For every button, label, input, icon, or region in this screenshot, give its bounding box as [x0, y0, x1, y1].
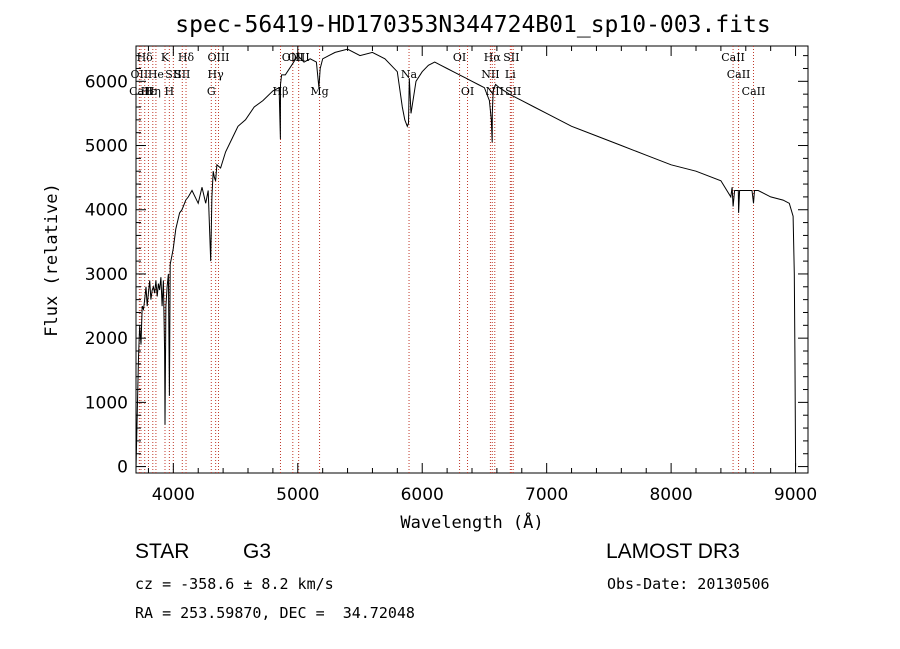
line-marker-label: CaII [727, 68, 751, 81]
redshift-info: cz = -358.6 ± 8.2 km/s [135, 575, 334, 593]
line-marker-label: Mg [310, 85, 328, 98]
y-tick-label: 1000 [85, 393, 128, 413]
x-tick-label: 8000 [649, 485, 692, 505]
line-marker-label: SII [165, 68, 181, 81]
line-marker-label: Hη [145, 85, 161, 98]
line-marker-label: Na [401, 68, 418, 81]
x-tick-label: 6000 [401, 485, 444, 505]
line-marker-label: SII [174, 68, 190, 81]
line-marker-label: OIII [207, 51, 229, 64]
y-axis-label: Flux (relative) [42, 183, 62, 337]
y-tick-label: 6000 [85, 72, 128, 92]
line-marker-label: NII [481, 68, 499, 81]
survey-name: LAMOST DR3 [606, 540, 740, 563]
x-axis-ticks: 4000 5000 6000 7000 8000 9000 [147, 46, 817, 505]
line-marker-label: SII [505, 85, 521, 98]
line-marker-label: CaII [742, 85, 766, 98]
line-marker-label: OII [131, 68, 149, 81]
observation-date: Obs-Date: 20130506 [607, 575, 770, 593]
coordinates: RA = 253.59870, DEC = 34.72048 [135, 604, 415, 622]
x-tick-label: 4000 [152, 485, 195, 505]
line-marker-label: OI [453, 51, 466, 64]
object-class: STAR [135, 540, 190, 563]
line-marker-label: Hγ [208, 68, 225, 81]
spectral-subclass: G3 [243, 540, 272, 563]
line-marker-label: He [148, 68, 164, 81]
chart-title: spec-56419-HD170353N344724B01_sp10-003.f… [175, 12, 770, 38]
line-marker-label: OIII [282, 51, 304, 64]
y-tick-label: 0 [117, 458, 128, 478]
line-marker-label: H [165, 85, 175, 98]
y-tick-label: 5000 [85, 137, 128, 157]
line-marker-label: Hε [141, 85, 157, 98]
line-marker-label: CaII [721, 51, 745, 64]
y-axis-ticks: 0 1000 2000 3000 4000 5000 6000 [85, 55, 808, 478]
plot-frame [135, 45, 809, 474]
line-marker-label: OI [461, 85, 474, 98]
x-tick-label: 5000 [276, 485, 319, 505]
x-tick-label: 7000 [525, 485, 568, 505]
line-marker-label: Hδ [178, 51, 195, 64]
line-marker-group [138, 46, 754, 473]
y-tick-label: 3000 [85, 265, 128, 285]
line-marker-label: G [207, 85, 216, 98]
x-axis-label: Wavelength (Å) [400, 511, 543, 533]
x-tick-label: 9000 [774, 485, 817, 505]
line-marker-label: K [161, 51, 170, 64]
y-tick-label: 2000 [85, 329, 128, 349]
y-tick-label: 4000 [85, 201, 128, 221]
line-marker-label: OIII [288, 51, 310, 64]
line-marker-label: Li [505, 68, 516, 81]
flux-series-line [135, 48, 797, 470]
line-marker-label: CaII [129, 85, 153, 98]
line-marker-label: Hδ [137, 51, 154, 64]
line-marker-label: SII [503, 51, 519, 64]
line-marker-label: Hα [484, 51, 502, 64]
